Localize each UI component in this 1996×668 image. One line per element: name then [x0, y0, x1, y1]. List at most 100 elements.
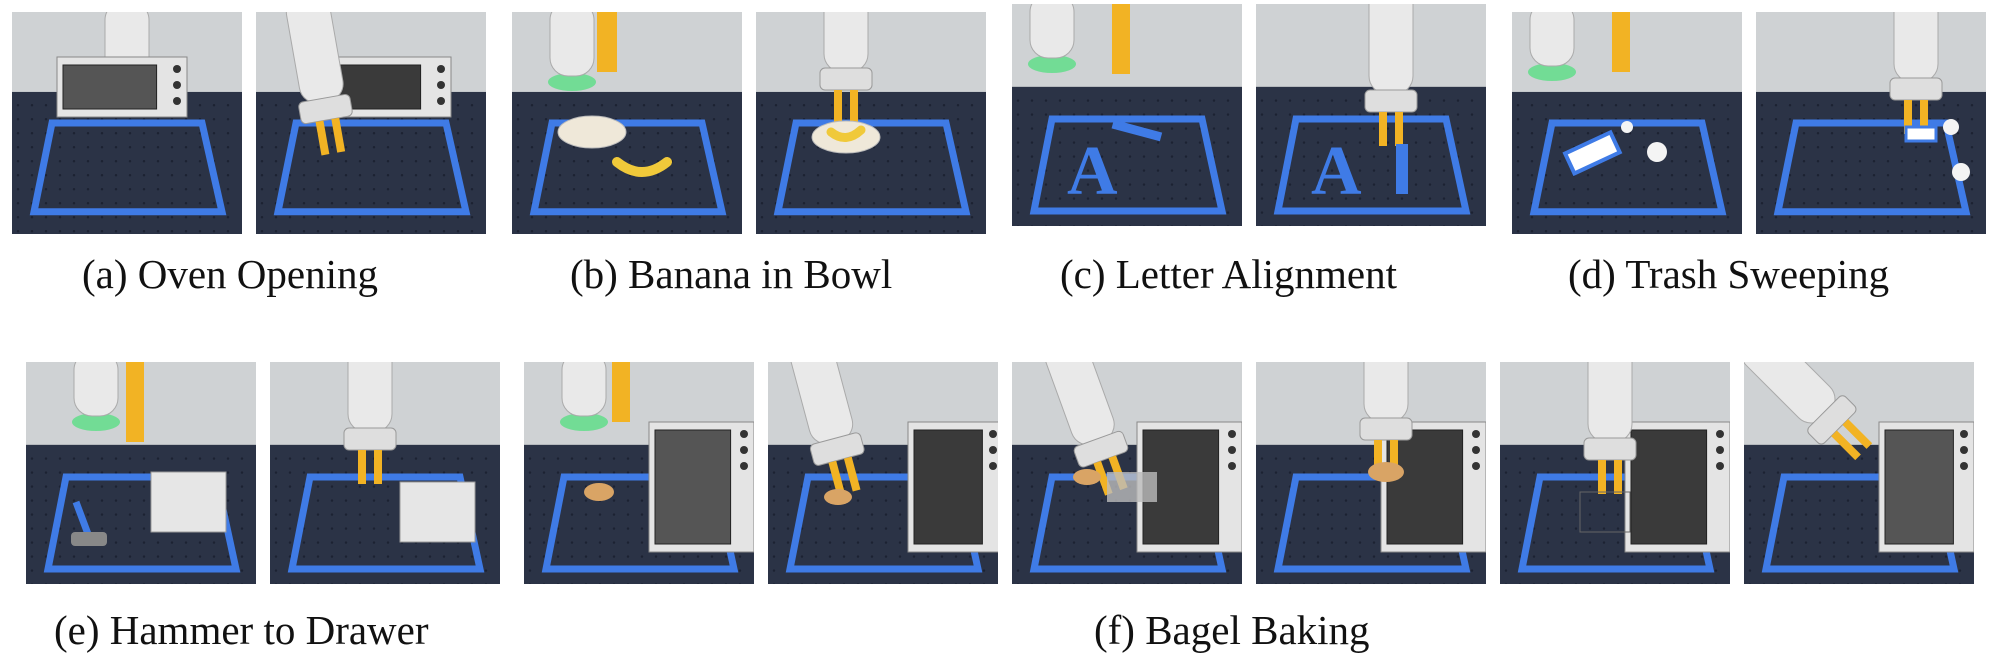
oven-knob	[740, 430, 748, 438]
robot-arm	[285, 12, 353, 156]
bowl	[557, 115, 627, 149]
oven-knob	[740, 462, 748, 470]
trash-paper	[1943, 119, 1959, 135]
dustpan	[1562, 129, 1623, 177]
dustpan	[1904, 125, 1938, 143]
oven-door	[913, 429, 983, 545]
tape-square	[287, 473, 485, 573]
photo-bagel-baking-step3	[1012, 362, 1242, 584]
oven-door-open	[1579, 491, 1631, 533]
panel-bagel-baking-3	[1012, 362, 1242, 584]
panel-banana-bowl-1	[512, 12, 742, 234]
photo-oven-opening-end	[256, 12, 486, 234]
robot-arm	[1583, 362, 1637, 494]
panel-bagel-baking-4	[1256, 362, 1486, 584]
oven-knob	[437, 97, 445, 105]
robot-base	[1029, 4, 1075, 59]
robot-arm	[1364, 4, 1418, 146]
caption-oven-opening: (a) Oven Opening	[82, 251, 379, 297]
caption-hammer-drawer: (e) Hammer to Drawer	[54, 607, 429, 653]
photo-hammer-drawer-start	[26, 362, 256, 584]
photo-bagel-baking-step2	[768, 362, 998, 584]
photo-banana-bowl-end	[756, 12, 986, 234]
oven-knob	[173, 65, 181, 73]
oven-knob	[1960, 462, 1968, 470]
oven-knob	[989, 430, 997, 438]
photo-bagel-baking-step1	[524, 362, 754, 584]
photo-oven-opening-start	[12, 12, 242, 234]
panel-bagel-baking-5	[1500, 362, 1730, 584]
hammer-head	[71, 532, 107, 546]
bagel	[824, 489, 852, 505]
tape-square	[29, 119, 227, 216]
robot-base	[561, 362, 607, 417]
tape-square	[1529, 119, 1727, 216]
photo-letter-alignment-end: A	[1256, 4, 1486, 226]
oven-knob	[1228, 462, 1236, 470]
robot-base	[549, 12, 595, 77]
drawer-box	[399, 481, 476, 543]
oven-knob	[1960, 446, 1968, 454]
oven-knob	[173, 97, 181, 105]
panel-hammer-drawer-1	[26, 362, 256, 584]
robot-arm	[789, 362, 865, 496]
trash-paper	[1647, 142, 1667, 162]
photo-hammer-drawer-end	[270, 362, 500, 584]
oven-knob	[1472, 446, 1480, 454]
panel-bagel-baking-2	[768, 362, 998, 584]
robot-base-light	[548, 73, 596, 91]
panel-oven-opening-1	[12, 12, 242, 234]
panel-bagel-baking-6	[1744, 362, 1974, 584]
robot-base-light	[1528, 63, 1576, 81]
letter-a: A	[1067, 133, 1118, 210]
photo-bagel-baking-step4	[1256, 362, 1486, 584]
letter-i-bar	[1111, 119, 1163, 142]
background-wall	[1756, 12, 1986, 92]
robot-arm	[1889, 12, 1943, 134]
bagel	[1368, 462, 1404, 482]
tape-square	[529, 119, 727, 216]
oven-knob	[1228, 430, 1236, 438]
oven-door	[1386, 429, 1464, 545]
bagel	[584, 483, 614, 501]
oven-knob	[173, 81, 181, 89]
robot-arm	[343, 362, 397, 484]
robot-base-light	[560, 413, 608, 431]
tape-square	[273, 119, 471, 216]
letter-a: A	[1311, 133, 1362, 210]
panel-letter-alignment-2: A	[1256, 4, 1486, 226]
trash-paper	[1952, 163, 1970, 181]
caption-trash-sweeping: (d) Trash Sweeping	[1568, 251, 1890, 297]
panel-bagel-baking-1	[524, 362, 754, 584]
photo-bagel-baking-step5	[1500, 362, 1730, 584]
photo-trash-sweeping-start	[1512, 12, 1742, 234]
oven-knob	[1472, 430, 1480, 438]
photo-banana-bowl-start	[512, 12, 742, 234]
banana	[826, 125, 866, 142]
oven-knob	[1716, 462, 1724, 470]
caption-banana-bowl: (b) Banana in Bowl	[570, 251, 893, 297]
oven-knob	[1228, 446, 1236, 454]
photo-trash-sweeping-end	[1756, 12, 1986, 234]
table-surface	[1012, 86, 1242, 226]
oven-knob	[989, 446, 997, 454]
photo-bagel-baking-step6	[1744, 362, 1974, 584]
oven-door	[1630, 429, 1708, 545]
robot-base-light	[1028, 55, 1076, 73]
panel-hammer-drawer-2	[270, 362, 500, 584]
panel-banana-bowl-2	[756, 12, 986, 234]
panel-oven-opening-2	[256, 12, 486, 234]
letter-i-bar	[1396, 144, 1408, 194]
robot-base	[1529, 12, 1575, 67]
oven-knob	[1472, 462, 1480, 470]
robot-base	[73, 362, 119, 417]
oven-knob	[437, 81, 445, 89]
oven-knob	[1960, 430, 1968, 438]
bagel	[1073, 469, 1101, 485]
oven-knob	[989, 462, 997, 470]
tape-square	[1773, 119, 1971, 216]
oven-knob	[437, 65, 445, 73]
tape-square	[1029, 115, 1227, 215]
photo-letter-alignment-start: A	[1012, 4, 1242, 226]
caption-bagel-baking: (f) Bagel Baking	[1094, 607, 1370, 653]
